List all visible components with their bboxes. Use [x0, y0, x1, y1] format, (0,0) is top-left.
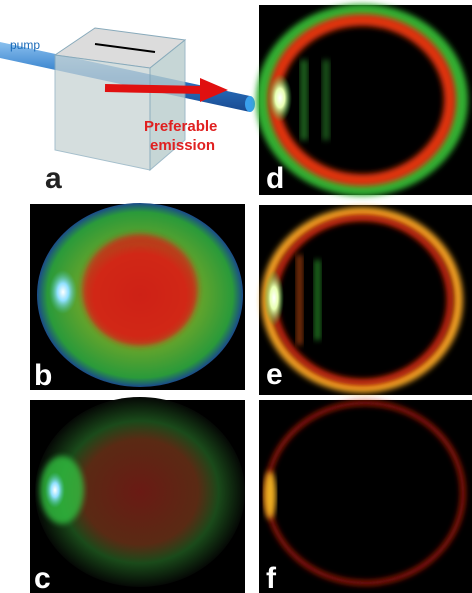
cube-front [55, 55, 150, 170]
panel-d: d [259, 5, 472, 195]
emission-arrow [105, 88, 205, 90]
panel-c: c [30, 397, 245, 593]
emission-label: emission [150, 137, 215, 154]
emission-label: Preferable [144, 118, 217, 135]
panel-label: b [34, 359, 52, 392]
panel-a: pump Preferable emission a [0, 28, 255, 195]
beam-end [245, 96, 255, 112]
panel-label: e [266, 358, 283, 391]
panel-f: f [259, 400, 472, 593]
panel-label: c [34, 562, 51, 593]
panel-b: b [30, 203, 245, 392]
panel-label: a [45, 162, 62, 195]
pump-label: pump [10, 38, 40, 52]
panel-label: d [266, 162, 284, 195]
figure: pump Preferable emission a b c d [0, 0, 472, 593]
panel-e: e [259, 205, 472, 395]
panel-label: f [266, 562, 277, 593]
